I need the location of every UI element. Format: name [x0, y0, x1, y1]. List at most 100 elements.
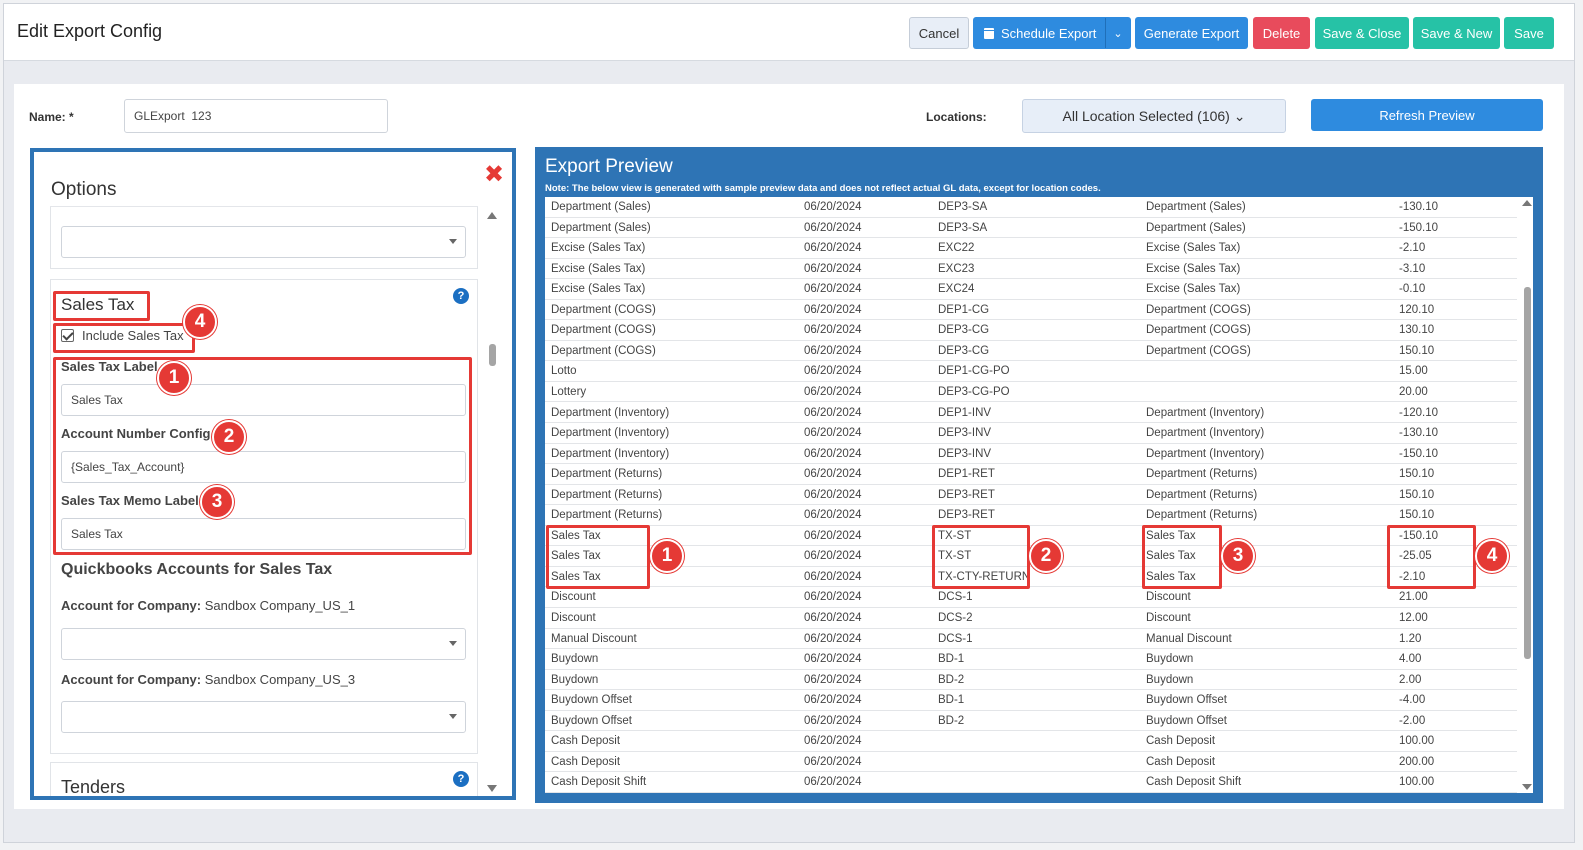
- name-input[interactable]: [124, 99, 388, 133]
- row-memo: Department (COGS): [1146, 344, 1251, 357]
- schedule-export-button[interactable]: Schedule Export ⌄: [973, 17, 1131, 49]
- tenders-card: Tenders ?: [50, 762, 478, 796]
- row-amount: 200.00: [1399, 755, 1435, 768]
- row-date: 06/20/2024: [804, 344, 862, 357]
- row-memo: Buydown: [1146, 673, 1194, 686]
- row-label: Sales Tax: [551, 529, 601, 542]
- tenders-title: Tenders: [61, 777, 126, 796]
- options-scroll-area[interactable]: ? Sales Tax Include Sales Tax Sales Tax …: [50, 206, 478, 796]
- row-label: Buydown Offset: [551, 714, 632, 727]
- row-label: Sales Tax: [551, 550, 601, 563]
- table-row: Buydown 06/20/2024 BD-1 Buydown 4.00: [545, 649, 1517, 670]
- page-title: Edit Export Config: [17, 21, 163, 41]
- help-icon[interactable]: ?: [453, 288, 469, 304]
- row-account: DCS-1: [938, 632, 973, 645]
- company-1-account-select[interactable]: [61, 628, 466, 660]
- row-date: 06/20/2024: [804, 324, 862, 337]
- sales-tax-memo-label-input[interactable]: Sales Tax: [61, 518, 466, 550]
- row-account: DEP1-CG: [938, 303, 990, 316]
- table-row: Department (Returns) 06/20/2024 DEP3-RET De…: [545, 505, 1517, 526]
- row-date: 06/20/2024: [804, 570, 862, 583]
- delete-button[interactable]: Delete: [1253, 17, 1310, 49]
- chevron-down-icon[interactable]: ⌄: [1105, 18, 1130, 48]
- row-amount: 4.00: [1399, 653, 1422, 666]
- scroll-thumb[interactable]: [1524, 287, 1531, 659]
- close-icon[interactable]: ✖: [484, 161, 505, 188]
- row-label: Department (Inventory): [551, 427, 670, 440]
- row-label: Department (Sales): [551, 201, 651, 213]
- row-memo: Excise (Sales Tax): [1146, 242, 1241, 255]
- row-account: DEP3-RET: [938, 509, 995, 522]
- row-amount: 1.20: [1399, 632, 1422, 645]
- row-amount: -150.10: [1399, 529, 1439, 542]
- company-1-name: Sandbox Company_US_1: [204, 598, 356, 613]
- include-sales-tax-row[interactable]: Include Sales Tax: [61, 328, 184, 343]
- save-new-button[interactable]: Save & New: [1413, 17, 1500, 49]
- row-amount: 21.00: [1399, 591, 1428, 604]
- options-scrollbar[interactable]: [486, 212, 498, 792]
- row-label: Manual Discount: [551, 632, 637, 645]
- row-label: Lottery: [551, 385, 587, 398]
- locations-select[interactable]: All Location Selected (106) ⌄: [1022, 99, 1286, 133]
- sales-tax-label-input[interactable]: Sales Tax: [61, 384, 466, 416]
- row-date: 06/20/2024: [804, 303, 862, 316]
- annotation-badge: 2: [212, 420, 246, 454]
- scroll-up-icon[interactable]: [1522, 200, 1532, 206]
- row-amount: 2.00: [1399, 673, 1422, 686]
- save-button[interactable]: Save: [1504, 17, 1554, 49]
- save-close-button[interactable]: Save & Close: [1315, 17, 1409, 49]
- row-label: Department (COGS): [551, 324, 656, 337]
- row-amount: 12.00: [1399, 612, 1428, 624]
- table-row: Cash Deposit 06/20/2024 Cash Deposit 100.00: [545, 731, 1517, 752]
- quickbooks-accounts-title: Quickbooks Accounts for Sales Tax: [61, 561, 333, 578]
- row-account: DCS-1: [938, 591, 973, 604]
- export-preview-title: Export Preview: [545, 156, 673, 177]
- row-amount: -3.10: [1399, 262, 1426, 275]
- row-date: 06/20/2024: [804, 509, 862, 522]
- generate-export-button[interactable]: Generate Export: [1135, 17, 1248, 49]
- scroll-thumb[interactable]: [489, 344, 496, 366]
- preview-table[interactable]: Department (Sales) 06/20/2024 DEP3-SA Depar…: [545, 197, 1533, 793]
- row-label: Department (Returns): [551, 468, 663, 481]
- row-account: DEP3-SA: [938, 201, 988, 213]
- row-date: 06/20/2024: [804, 468, 862, 481]
- row-amount: 100.00: [1399, 776, 1435, 789]
- row-label: Discount: [551, 612, 596, 624]
- row-memo: Department (Returns): [1146, 509, 1258, 522]
- row-amount: -130.10: [1399, 201, 1439, 213]
- export-preview-note: Note: The below view is generated with s…: [545, 183, 1101, 194]
- include-sales-tax-label: Include Sales Tax: [82, 328, 184, 343]
- row-label: Buydown Offset: [551, 694, 632, 707]
- sales-tax-title: Sales Tax: [61, 295, 135, 314]
- cancel-button[interactable]: Cancel: [909, 17, 969, 49]
- sales-tax-memo-label-label: Sales Tax Memo Label: [61, 493, 199, 508]
- row-memo: Buydown Offset: [1146, 694, 1227, 707]
- scroll-down-icon[interactable]: [487, 785, 497, 792]
- top-bar: Edit Export Config Cancel Schedule Expor…: [4, 4, 1574, 61]
- row-account: DEP3-CG: [938, 344, 990, 357]
- preview-scrollbar[interactable]: [1521, 197, 1533, 793]
- row-memo: Department (Sales): [1146, 221, 1246, 234]
- row-date: 06/20/2024: [804, 673, 862, 686]
- row-amount: 120.10: [1399, 303, 1435, 316]
- scroll-down-icon[interactable]: [1522, 784, 1532, 790]
- company-2-account-select[interactable]: [61, 701, 466, 733]
- help-icon[interactable]: ?: [453, 771, 469, 787]
- table-row: Discount 06/20/2024 DCS-2 Discount 12.00: [545, 608, 1517, 629]
- table-row: Excise (Sales Tax) 06/20/2024 EXC22 Excise …: [545, 238, 1517, 259]
- account-number-config-label: Account Number Config: [61, 426, 211, 441]
- row-date: 06/20/2024: [804, 694, 862, 707]
- account-number-config-input[interactable]: {Sales_Tax_Account}: [61, 451, 466, 483]
- row-label: Excise (Sales Tax): [551, 283, 646, 296]
- row-label: Cash Deposit: [551, 735, 621, 748]
- row-label: Department (COGS): [551, 303, 656, 316]
- include-sales-tax-checkbox[interactable]: [61, 329, 74, 342]
- row-amount: 150.10: [1399, 509, 1435, 522]
- refresh-preview-button[interactable]: Refresh Preview: [1311, 99, 1543, 131]
- options-select[interactable]: [61, 226, 466, 258]
- row-memo: Sales Tax: [1146, 550, 1196, 563]
- row-account: TX-ST: [938, 550, 972, 563]
- options-title: Options: [51, 179, 117, 200]
- scroll-up-icon[interactable]: [487, 212, 497, 219]
- table-row: Buydown Offset 06/20/2024 BD-2 Buydown Offs…: [545, 711, 1517, 732]
